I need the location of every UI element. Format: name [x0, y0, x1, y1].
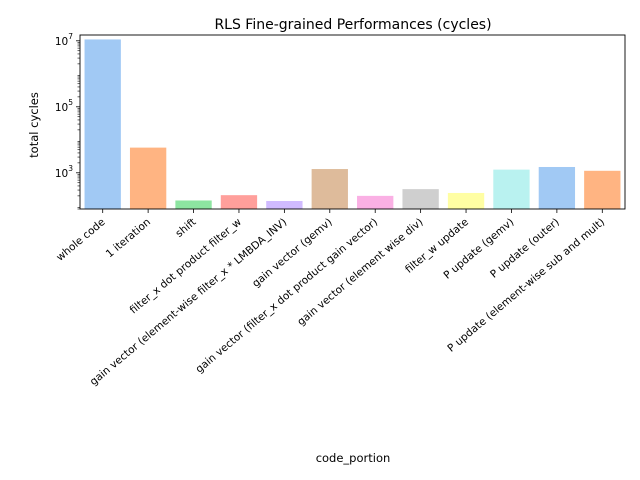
bars-group	[84, 39, 621, 209]
x-tick-label-0: whole code	[54, 216, 107, 264]
bar-1	[129, 147, 167, 209]
y-tick-label-2: 107	[55, 32, 73, 48]
x-tick-label-1: 1 iteration	[104, 216, 153, 260]
bar-6	[357, 195, 394, 209]
bar-10	[538, 166, 576, 209]
bar-8	[447, 192, 485, 209]
x-axis-label: code_portion	[316, 451, 391, 465]
y-tick-label-1: 105	[55, 98, 73, 114]
y-ticks-group: 103 105 107	[55, 32, 80, 210]
bar-5	[311, 169, 348, 209]
x-tick-label-5: gain vector (gemv)	[250, 216, 335, 290]
plot-area-frame	[79, 34, 626, 210]
y-tick-label-0: 103	[55, 164, 73, 180]
bar-7	[402, 189, 439, 209]
bar-3	[220, 195, 258, 209]
bar-9	[493, 169, 530, 209]
bar-4	[266, 200, 303, 209]
x-tick-label-11: P update (element-wise sub and mult)	[445, 216, 607, 355]
bar-0	[84, 39, 121, 209]
bar-11	[584, 170, 621, 209]
bar-2	[175, 200, 212, 209]
chart-title: RLS Fine-grained Performances (cycles)	[214, 17, 491, 33]
x-tick-label-2: shift	[173, 216, 198, 240]
y-axis-label: total cycles	[27, 92, 41, 158]
